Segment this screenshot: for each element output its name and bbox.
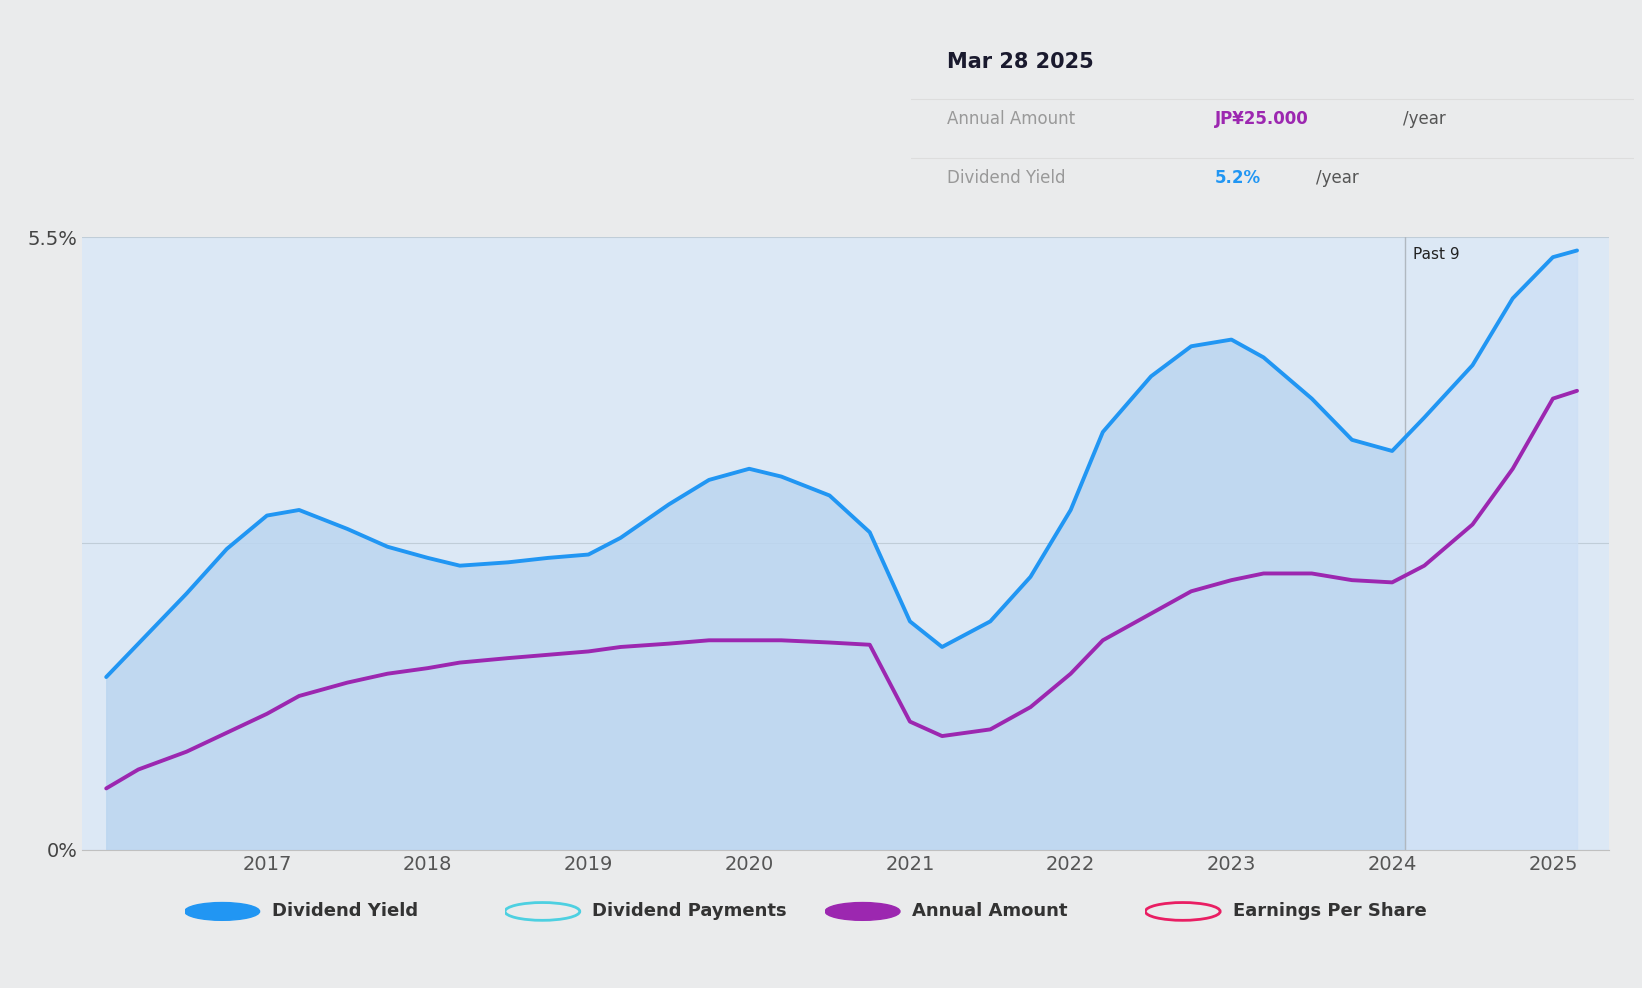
Text: JP¥25.000: JP¥25.000 (1215, 110, 1309, 128)
Text: Dividend Payments: Dividend Payments (593, 902, 787, 921)
Circle shape (824, 903, 900, 921)
Text: Earnings Per Share: Earnings Per Share (1233, 902, 1427, 921)
Text: /year: /year (1402, 110, 1445, 128)
Text: /year: /year (1315, 169, 1358, 187)
Text: Mar 28 2025: Mar 28 2025 (947, 51, 1094, 71)
Text: Dividend Yield: Dividend Yield (947, 169, 1066, 187)
Text: 5.2%: 5.2% (1215, 169, 1261, 187)
Text: Dividend Yield: Dividend Yield (273, 902, 419, 921)
Text: Past 9: Past 9 (1414, 247, 1460, 262)
Circle shape (184, 903, 259, 921)
Text: Annual Amount: Annual Amount (913, 902, 1067, 921)
Text: Annual Amount: Annual Amount (947, 110, 1076, 128)
